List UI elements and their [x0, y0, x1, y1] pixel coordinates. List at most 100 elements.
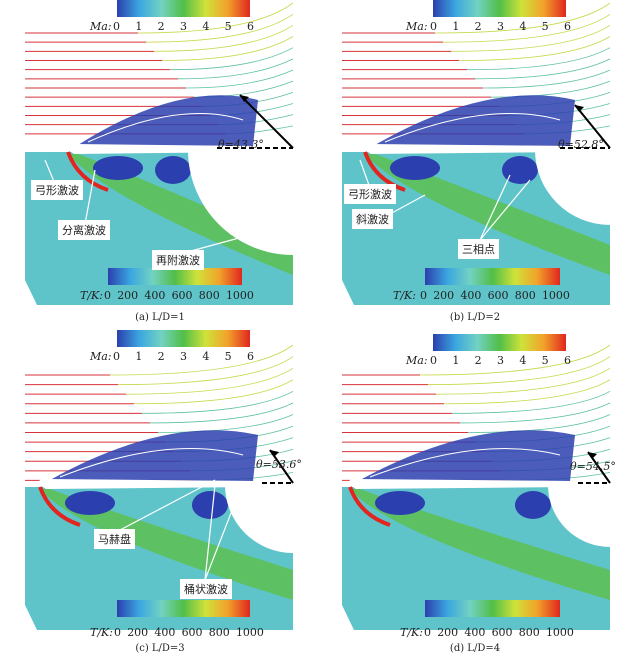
caption: (b) L/D=2: [449, 312, 501, 323]
tick: 4: [519, 354, 527, 367]
tick: 400: [460, 289, 482, 302]
recirculation-zone: [93, 156, 143, 180]
tick: 200: [117, 289, 139, 302]
streamline: [149, 402, 294, 424]
recirculation-zone: [65, 491, 115, 515]
callout-leader: [389, 194, 426, 215]
recirculation-zone: [390, 156, 440, 180]
callout-separation-shock: 分离激波: [58, 220, 110, 240]
theta-label: θ=53.6°: [256, 458, 302, 471]
separation-bubble: [375, 95, 575, 146]
shock-layer: [350, 489, 610, 600]
tick: 6: [563, 354, 571, 367]
tick: 1000: [541, 289, 570, 302]
streamline: [434, 2, 611, 34]
arrow-head: [270, 450, 279, 457]
tick: 800: [514, 289, 536, 302]
tick: 800: [518, 626, 540, 639]
streamline: [133, 379, 294, 405]
t-colorbar: [117, 600, 250, 617]
callout-leader: [204, 484, 216, 581]
theta-label: θ=43.3°: [218, 138, 264, 151]
ma-colorbar-label: Ma:: [406, 20, 428, 33]
recirculation-zone: [502, 156, 538, 184]
right-margin: [610, 330, 640, 659]
right-margin: [293, 0, 320, 330]
caption: (a) L/D=1: [135, 312, 185, 323]
t-colorbar-label: T/K:: [80, 289, 103, 302]
tick: 3: [179, 20, 187, 33]
theta-label: θ=54.5°: [570, 460, 616, 473]
tick: 200: [127, 626, 149, 639]
tick: 0: [430, 20, 437, 33]
tick: 3: [496, 20, 504, 33]
streamline: [141, 390, 294, 414]
streamline: [153, 24, 294, 52]
streamline: [419, 344, 611, 376]
t-colorbar-label: T/K:: [90, 626, 113, 639]
tick: 4: [202, 350, 210, 363]
spike-body: [38, 479, 253, 489]
ma-colorbar-label: Ma:: [406, 354, 428, 367]
arrow-head: [588, 452, 597, 459]
callout-mach-disk: 马赫盘: [94, 529, 135, 549]
ma-colorbar: [117, 330, 250, 347]
tick: 0: [113, 350, 120, 363]
streamline: [185, 69, 294, 89]
callout-bow-shock: 弓形激波: [31, 180, 83, 200]
recirculation-zone: [515, 491, 551, 519]
streamline: [459, 402, 611, 424]
shock-layer: [40, 489, 293, 600]
tick: 1000: [235, 626, 264, 639]
ma-ticks: 0 1 2 3 4 5 6: [113, 350, 254, 363]
tick: 6: [246, 350, 254, 363]
panel-d: Ma: 0 1 2 3 4 5 6 θ=54.5° T/K: 0 200 400 600 800 10…: [320, 330, 640, 659]
streamline: [427, 356, 611, 385]
ma-ticks: 0 1 2 3 4 5 6: [430, 20, 571, 33]
bow-shock: [348, 486, 391, 527]
ma-colorbar-label: Ma:: [90, 350, 112, 363]
callout-barrel-shock: 桶状激波: [180, 579, 232, 599]
tick: 4: [202, 20, 210, 33]
tick: 1: [135, 20, 143, 33]
streamline: [450, 24, 611, 52]
tick: 1: [452, 20, 460, 33]
tick: 6: [246, 20, 254, 33]
streamline: [443, 379, 611, 405]
streamline: [467, 414, 611, 433]
shock-layer: [365, 154, 610, 275]
tick: 600: [487, 289, 509, 302]
callout-bow-shock: 弓形激波: [344, 184, 396, 204]
tick: 3: [179, 350, 187, 363]
callout-leader: [359, 159, 371, 189]
tick: 4: [519, 20, 527, 33]
theta-arrow: [239, 94, 294, 149]
tick: 2: [157, 20, 165, 33]
ma-colorbar: [433, 0, 566, 17]
tick: 400: [154, 626, 176, 639]
streamline: [177, 58, 294, 80]
streamline: [117, 356, 294, 385]
arrow-head: [575, 105, 584, 112]
theta-arrow: [574, 104, 611, 149]
streamline: [169, 47, 294, 71]
callout-triple-point: 三相点: [458, 239, 499, 259]
shock-layer: [68, 154, 293, 275]
tick: 0: [430, 354, 437, 367]
tick: 200: [433, 289, 455, 302]
tick: 800: [208, 626, 230, 639]
t-colorbar-label: T/K:: [400, 626, 423, 639]
tick: 2: [474, 354, 482, 367]
tick: 5: [541, 354, 549, 367]
flow-field-a: [25, 0, 320, 330]
callout-oblique-shock: 斜激波: [352, 209, 393, 229]
tick: 0: [420, 289, 427, 302]
callout-leader: [84, 169, 96, 225]
t-colorbar: [108, 268, 242, 285]
streamline: [442, 13, 611, 43]
callout-leader: [479, 179, 531, 241]
ma-colorbar: [433, 334, 566, 351]
tick: 5: [224, 20, 232, 33]
